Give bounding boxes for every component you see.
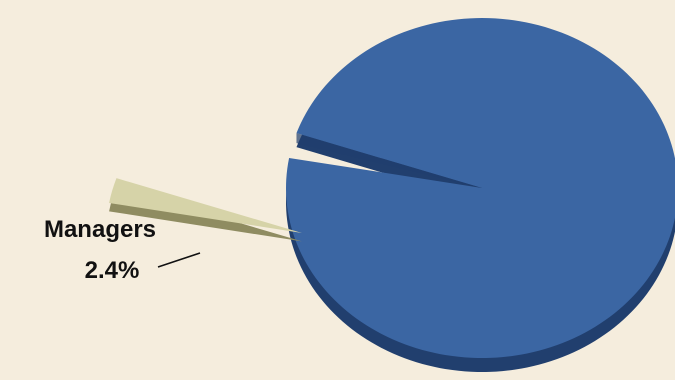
pie-slice-managers [109,178,302,233]
slice-label-value: 2.4% [85,257,140,284]
slice-label-name: Managers [44,216,156,243]
pie-slice-main [286,18,675,358]
pie-slice-notch-shadow [296,133,482,188]
leader-line [157,252,201,268]
